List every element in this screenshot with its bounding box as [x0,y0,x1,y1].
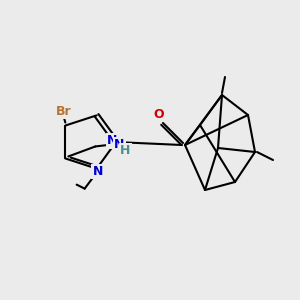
Text: N: N [114,138,124,151]
Text: H: H [120,144,130,157]
Text: N: N [107,134,117,148]
Text: Br: Br [56,105,71,118]
Text: N: N [92,165,103,178]
Text: O: O [154,107,164,121]
